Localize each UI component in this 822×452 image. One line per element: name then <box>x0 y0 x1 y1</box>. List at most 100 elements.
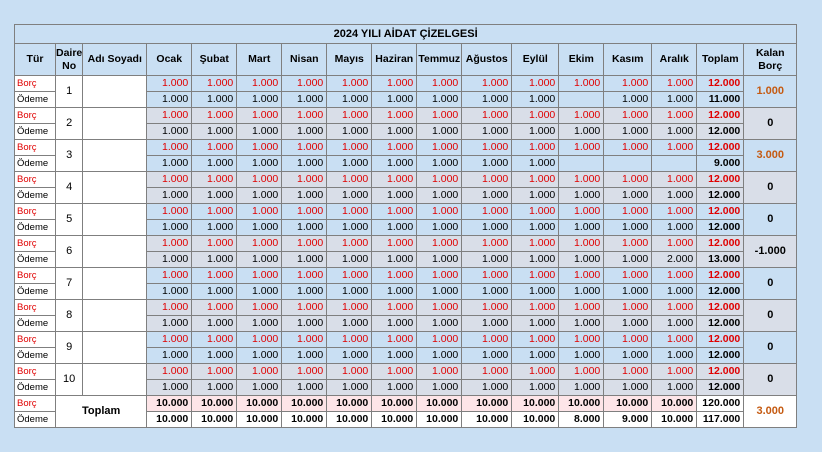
borc-cell[interactable]: 1.000 <box>511 267 560 284</box>
odeme-cell[interactable]: 1.000 <box>416 91 463 108</box>
odeme-cell[interactable]: 1.000 <box>191 219 238 236</box>
borc-cell[interactable]: 1.000 <box>146 203 193 220</box>
borc-cell[interactable]: 1.000 <box>416 203 463 220</box>
odeme-cell[interactable]: 1.000 <box>511 91 560 108</box>
odeme-cell[interactable]: 1.000 <box>191 315 238 332</box>
borc-cell[interactable]: 1.000 <box>281 299 328 316</box>
odeme-cell[interactable]: 1.000 <box>603 91 653 108</box>
odeme-cell[interactable]: 1.000 <box>281 123 328 140</box>
odeme-cell[interactable]: 1.000 <box>651 379 698 396</box>
odeme-cell[interactable]: 1.000 <box>511 379 560 396</box>
borc-cell[interactable]: 1.000 <box>236 235 283 252</box>
borc-cell[interactable]: 1.000 <box>603 363 653 380</box>
borc-cell[interactable]: 1.000 <box>191 139 238 156</box>
borc-cell[interactable]: 1.000 <box>371 139 418 156</box>
borc-cell[interactable]: 1.000 <box>416 331 463 348</box>
borc-cell[interactable]: 1.000 <box>558 171 605 188</box>
odeme-cell[interactable]: 1.000 <box>371 155 418 172</box>
odeme-cell[interactable]: 1.000 <box>326 123 373 140</box>
borc-cell[interactable]: 1.000 <box>603 203 653 220</box>
odeme-cell[interactable]: 1.000 <box>651 219 698 236</box>
odeme-cell[interactable]: 1.000 <box>326 155 373 172</box>
borc-cell[interactable]: 1.000 <box>326 267 373 284</box>
borc-cell[interactable]: 1.000 <box>651 235 698 252</box>
borc-cell[interactable]: 1.000 <box>603 107 653 124</box>
borc-cell[interactable]: 1.000 <box>511 171 560 188</box>
borc-cell[interactable]: 1.000 <box>416 107 463 124</box>
odeme-cell[interactable]: 1.000 <box>461 379 513 396</box>
borc-cell[interactable]: 1.000 <box>416 171 463 188</box>
odeme-cell[interactable]: 1.000 <box>146 155 193 172</box>
borc-cell[interactable]: 1.000 <box>236 299 283 316</box>
borc-cell[interactable]: 1.000 <box>651 363 698 380</box>
borc-cell[interactable]: 1.000 <box>511 203 560 220</box>
borc-cell[interactable]: 1.000 <box>511 331 560 348</box>
odeme-cell[interactable]: 1.000 <box>461 91 513 108</box>
borc-cell[interactable]: 1.000 <box>511 107 560 124</box>
borc-cell[interactable]: 1.000 <box>326 299 373 316</box>
odeme-cell[interactable]: 1.000 <box>281 219 328 236</box>
borc-cell[interactable]: 1.000 <box>511 75 560 92</box>
odeme-cell[interactable]: 1.000 <box>281 91 328 108</box>
borc-cell[interactable]: 1.000 <box>461 267 513 284</box>
borc-cell[interactable]: 1.000 <box>651 171 698 188</box>
odeme-cell[interactable]: 1.000 <box>281 379 328 396</box>
odeme-cell[interactable] <box>558 155 605 172</box>
borc-cell[interactable]: 1.000 <box>326 203 373 220</box>
borc-cell[interactable]: 1.000 <box>326 107 373 124</box>
odeme-cell[interactable]: 1.000 <box>281 347 328 364</box>
odeme-cell[interactable]: 1.000 <box>461 219 513 236</box>
borc-cell[interactable]: 1.000 <box>326 363 373 380</box>
odeme-cell[interactable]: 1.000 <box>603 283 653 300</box>
odeme-cell[interactable]: 1.000 <box>511 123 560 140</box>
odeme-cell[interactable]: 1.000 <box>416 219 463 236</box>
borc-cell[interactable]: 1.000 <box>191 235 238 252</box>
odeme-cell[interactable]: 1.000 <box>146 379 193 396</box>
borc-cell[interactable]: 1.000 <box>603 267 653 284</box>
borc-cell[interactable]: 1.000 <box>326 139 373 156</box>
odeme-cell[interactable]: 1.000 <box>281 187 328 204</box>
borc-cell[interactable]: 1.000 <box>603 299 653 316</box>
name-cell[interactable] <box>82 171 148 204</box>
borc-cell[interactable]: 1.000 <box>603 331 653 348</box>
odeme-cell[interactable]: 1.000 <box>146 315 193 332</box>
borc-cell[interactable]: 1.000 <box>371 75 418 92</box>
odeme-cell[interactable]: 1.000 <box>236 251 283 268</box>
borc-cell[interactable]: 1.000 <box>416 299 463 316</box>
odeme-cell[interactable]: 1.000 <box>511 155 560 172</box>
borc-cell[interactable]: 1.000 <box>191 107 238 124</box>
odeme-cell[interactable]: 1.000 <box>603 123 653 140</box>
odeme-cell[interactable]: 1.000 <box>651 91 698 108</box>
odeme-cell[interactable]: 1.000 <box>326 379 373 396</box>
name-cell[interactable] <box>82 203 148 236</box>
odeme-cell[interactable]: 1.000 <box>236 91 283 108</box>
odeme-cell[interactable]: 1.000 <box>281 315 328 332</box>
borc-cell[interactable]: 1.000 <box>146 363 193 380</box>
borc-cell[interactable]: 1.000 <box>558 363 605 380</box>
borc-cell[interactable]: 1.000 <box>281 75 328 92</box>
borc-cell[interactable]: 1.000 <box>191 267 238 284</box>
borc-cell[interactable]: 1.000 <box>191 331 238 348</box>
odeme-cell[interactable]: 1.000 <box>236 379 283 396</box>
odeme-cell[interactable]: 1.000 <box>371 123 418 140</box>
odeme-cell[interactable]: 1.000 <box>236 155 283 172</box>
borc-cell[interactable]: 1.000 <box>651 75 698 92</box>
odeme-cell[interactable]: 1.000 <box>236 283 283 300</box>
borc-cell[interactable]: 1.000 <box>416 363 463 380</box>
borc-cell[interactable]: 1.000 <box>371 363 418 380</box>
odeme-cell[interactable]: 1.000 <box>461 123 513 140</box>
borc-cell[interactable]: 1.000 <box>146 331 193 348</box>
borc-cell[interactable]: 1.000 <box>371 235 418 252</box>
odeme-cell[interactable]: 1.000 <box>461 187 513 204</box>
borc-cell[interactable]: 1.000 <box>511 139 560 156</box>
borc-cell[interactable]: 1.000 <box>281 107 328 124</box>
borc-cell[interactable]: 1.000 <box>146 171 193 188</box>
borc-cell[interactable]: 1.000 <box>146 75 193 92</box>
borc-cell[interactable]: 1.000 <box>461 139 513 156</box>
odeme-cell[interactable]: 1.000 <box>191 123 238 140</box>
odeme-cell[interactable]: 1.000 <box>146 251 193 268</box>
borc-cell[interactable]: 1.000 <box>236 363 283 380</box>
odeme-cell[interactable]: 1.000 <box>191 379 238 396</box>
borc-cell[interactable]: 1.000 <box>191 171 238 188</box>
borc-cell[interactable]: 1.000 <box>326 331 373 348</box>
